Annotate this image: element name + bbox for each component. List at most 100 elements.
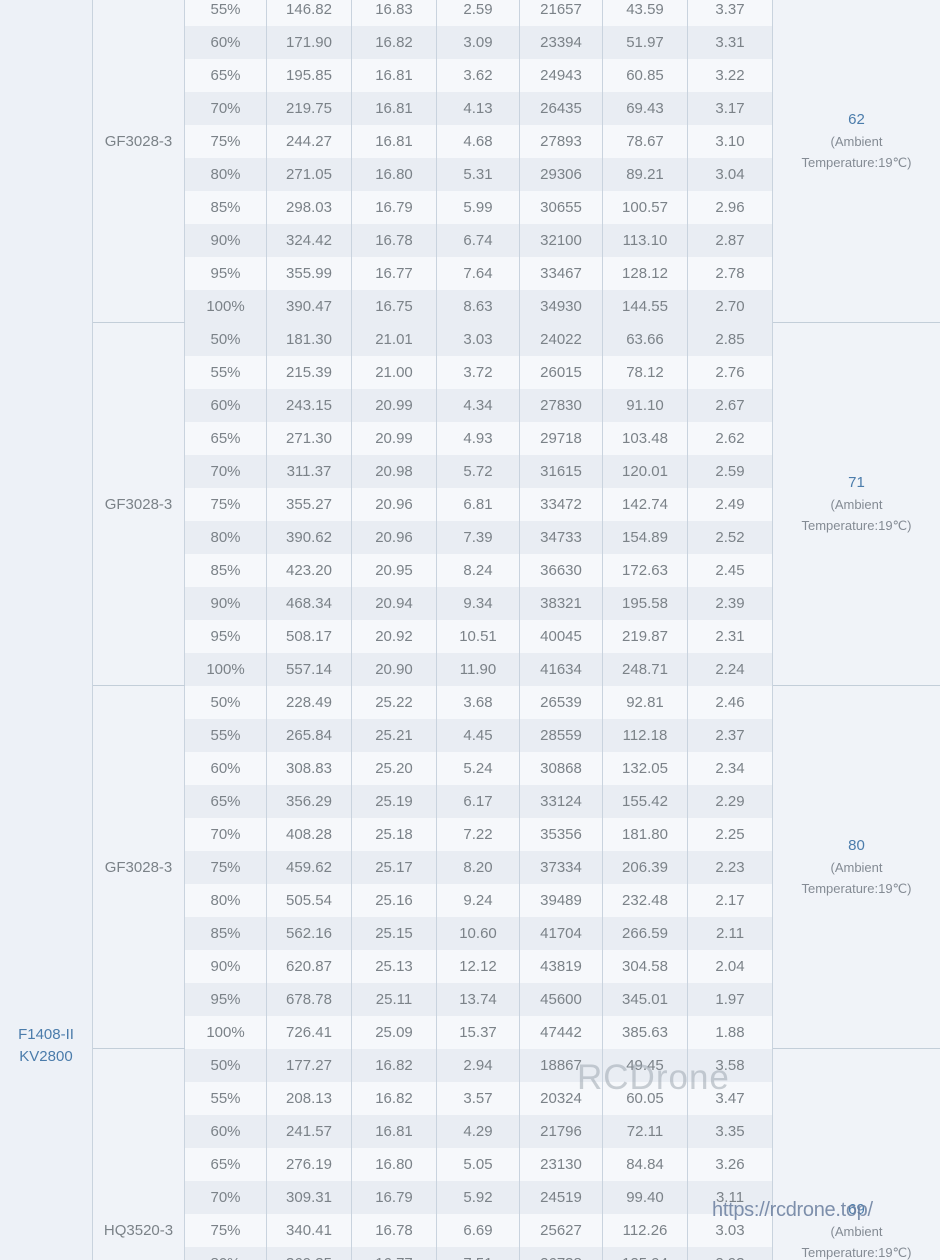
table-cell: 55%: [185, 1082, 267, 1115]
table-row: 60% 171.90 16.82 3.09 23394 51.97 3.31: [185, 26, 773, 59]
table-cell: 9.24: [437, 884, 520, 917]
table-cell: 3.22: [688, 59, 773, 92]
table-cell: 5.99: [437, 191, 520, 224]
motor-model: F1408-II: [18, 1026, 74, 1043]
table-row: 90% 324.42 16.78 6.74 32100 113.10 2.87: [185, 224, 773, 257]
table-cell: 25.13: [352, 950, 437, 983]
propeller-test-block: GF3028-3 50% 228.49 25.22 3.68 26539 92.81 2.4…: [93, 686, 940, 1049]
table-cell: 2.23: [688, 851, 773, 884]
table-cell: 3.35: [688, 1115, 773, 1148]
table-cell: 5.24: [437, 752, 520, 785]
table-row: 55% 146.82 16.83 2.59 21657 43.59 3.37: [185, 0, 773, 26]
propeller-test-block: GF3028-3 50% 181.30 21.01 3.03 24022 63.66 2.8…: [93, 323, 940, 686]
table-cell: 243.15: [267, 389, 352, 422]
table-cell: 2.62: [688, 422, 773, 455]
table-cell: 2.29: [688, 785, 773, 818]
table-cell: 208.13: [267, 1082, 352, 1115]
table-cell: 30868: [520, 752, 603, 785]
table-cell: 26738: [520, 1247, 603, 1260]
table-cell: 271.30: [267, 422, 352, 455]
temp-note-2: Temperature:19℃): [801, 518, 912, 533]
table-cell: 390.47: [267, 290, 352, 323]
prop-cell: GF3028-3: [93, 686, 185, 1048]
table-cell: 10.51: [437, 620, 520, 653]
prop-cell: GF3028-3: [93, 323, 185, 685]
table-cell: 7.51: [437, 1247, 520, 1260]
table-cell: 2.49: [688, 488, 773, 521]
table-cell: 20.99: [352, 422, 437, 455]
table-cell: 33124: [520, 785, 603, 818]
table-row: 85% 423.20 20.95 8.24 36630 172.63 2.45: [185, 554, 773, 587]
table-cell: 7.64: [437, 257, 520, 290]
table-row: 75% 244.27 16.81 4.68 27893 78.67 3.10: [185, 125, 773, 158]
table-cell: 2.24: [688, 653, 773, 686]
prop-cell: HQ3520-3: [93, 1049, 185, 1260]
table-cell: 20.98: [352, 455, 437, 488]
table-cell: 29718: [520, 422, 603, 455]
table-cell: 355.99: [267, 257, 352, 290]
table-cell: 154.89: [603, 521, 688, 554]
table-cell: 16.81: [352, 59, 437, 92]
temperature-cell: 62 (Ambient Temperature:19℃): [773, 0, 940, 322]
table-cell: 324.42: [267, 224, 352, 257]
table-cell: 47442: [520, 1016, 603, 1049]
temp-value: 69: [848, 1200, 865, 1218]
table-cell: 5.92: [437, 1181, 520, 1214]
table-cell: 9.34: [437, 587, 520, 620]
table-row: 90% 620.87 25.13 12.12 43819 304.58 2.04: [185, 950, 773, 983]
prop-label: HQ3520-3: [103, 1222, 174, 1239]
table-row: 70% 309.31 16.79 5.92 24519 99.40 3.11: [185, 1181, 773, 1214]
table-cell: 49.45: [603, 1049, 688, 1082]
table-cell: 20.96: [352, 521, 437, 554]
table-cell: 21657: [520, 0, 603, 26]
table-cell: 3.47: [688, 1082, 773, 1115]
table-cell: 16.78: [352, 1214, 437, 1247]
table-cell: 2.34: [688, 752, 773, 785]
table-cell: 25.19: [352, 785, 437, 818]
table-cell: 90%: [185, 224, 267, 257]
table-cell: 215.39: [267, 356, 352, 389]
table-cell: 27830: [520, 389, 603, 422]
table-cell: 26539: [520, 686, 603, 719]
table-cell: 34733: [520, 521, 603, 554]
table-cell: 390.62: [267, 521, 352, 554]
table-cell: 16.80: [352, 1148, 437, 1181]
table-cell: 6.17: [437, 785, 520, 818]
table-cell: 195.58: [603, 587, 688, 620]
table-cell: 3.72: [437, 356, 520, 389]
table-cell: 100.57: [603, 191, 688, 224]
table-cell: 24943: [520, 59, 603, 92]
table-cell: 80%: [185, 158, 267, 191]
rows: 55% 146.82 16.83 2.59 21657 43.59 3.37 60% 171.9…: [185, 0, 773, 323]
table-cell: 25627: [520, 1214, 603, 1247]
table-cell: 5.72: [437, 455, 520, 488]
table-cell: 3.10: [688, 125, 773, 158]
table-row: 75% 340.41 16.78 6.69 25627 112.26 3.03: [185, 1214, 773, 1247]
table-cell: 65%: [185, 785, 267, 818]
table-row: 75% 459.62 25.17 8.20 37334 206.39 2.23: [185, 851, 773, 884]
table-cell: 45600: [520, 983, 603, 1016]
table-cell: 69.43: [603, 92, 688, 125]
temperature-cell: 71 (Ambient Temperature:19℃): [773, 323, 940, 685]
table-cell: 308.83: [267, 752, 352, 785]
table-cell: 21.01: [352, 323, 437, 356]
table-cell: 100%: [185, 653, 267, 686]
table-row: 50% 181.30 21.01 3.03 24022 63.66 2.85: [185, 323, 773, 356]
table-row: 55% 265.84 25.21 4.45 28559 112.18 2.37: [185, 719, 773, 752]
table-row: 70% 408.28 25.18 7.22 35356 181.80 2.25: [185, 818, 773, 851]
table-cell: 309.31: [267, 1181, 352, 1214]
table-cell: 195.85: [267, 59, 352, 92]
table-cell: 6.74: [437, 224, 520, 257]
prop-label: GF3028-3: [104, 858, 173, 876]
table-cell: 78.12: [603, 356, 688, 389]
table-cell: 37334: [520, 851, 603, 884]
table-cell: 80%: [185, 884, 267, 917]
table-cell: 155.42: [603, 785, 688, 818]
table-cell: 120.01: [603, 455, 688, 488]
table-row: 65% 271.30 20.99 4.93 29718 103.48 2.62: [185, 422, 773, 455]
table-cell: 2.59: [688, 455, 773, 488]
table-cell: 228.49: [267, 686, 352, 719]
table-row: 55% 215.39 21.00 3.72 26015 78.12 2.76: [185, 356, 773, 389]
table-cell: 26015: [520, 356, 603, 389]
